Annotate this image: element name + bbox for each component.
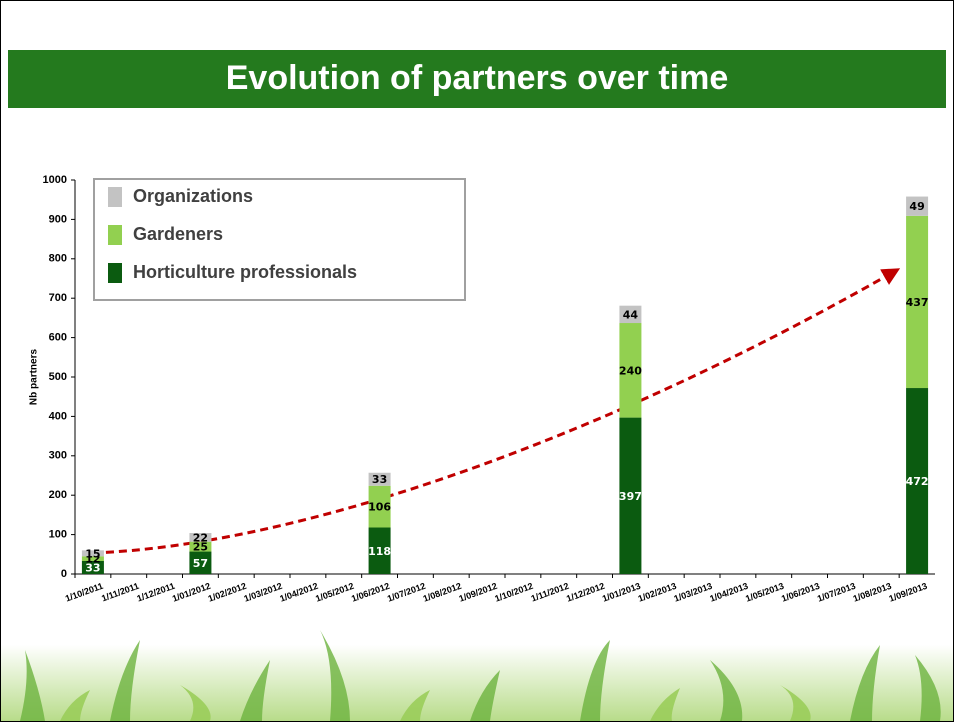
data-label: 33: [372, 473, 387, 486]
data-label: 118: [368, 545, 391, 558]
data-label: 22: [193, 531, 208, 544]
y-tick-label: 0: [61, 568, 67, 580]
y-tick-label: 400: [49, 410, 67, 422]
y-tick-label: 100: [49, 529, 67, 541]
data-label: 57: [193, 557, 208, 570]
data-label: 472: [906, 475, 929, 488]
y-tick-label: 700: [49, 292, 67, 304]
data-label: 15: [85, 547, 100, 560]
legend-label: Organizations: [133, 186, 253, 206]
y-tick-label: 600: [49, 332, 67, 344]
data-label: 49: [909, 200, 924, 213]
data-label: 106: [368, 501, 391, 514]
y-tick-label: 200: [49, 489, 67, 501]
data-label: 44: [623, 308, 639, 321]
legend-swatch: [108, 263, 122, 283]
y-tick-label: 500: [49, 371, 67, 383]
y-axis-label: Nb partners: [29, 349, 40, 406]
y-tick-label: 900: [49, 213, 67, 225]
data-label: 437: [906, 296, 929, 309]
legend-label: Horticulture professionals: [133, 262, 357, 282]
data-label: 240: [619, 364, 642, 377]
chart-title: Evolution of partners over time: [226, 59, 729, 97]
y-tick-label: 1000: [43, 174, 67, 186]
legend-swatch: [108, 225, 122, 245]
y-tick-label: 800: [49, 253, 67, 265]
slide-border: [1, 1, 954, 722]
data-label: 397: [619, 490, 642, 503]
y-tick-label: 300: [49, 450, 67, 462]
legend-label: Gardeners: [133, 224, 223, 244]
legend-swatch: [108, 187, 122, 207]
slide: Evolution of partners over time Nb partn…: [0, 0, 954, 722]
